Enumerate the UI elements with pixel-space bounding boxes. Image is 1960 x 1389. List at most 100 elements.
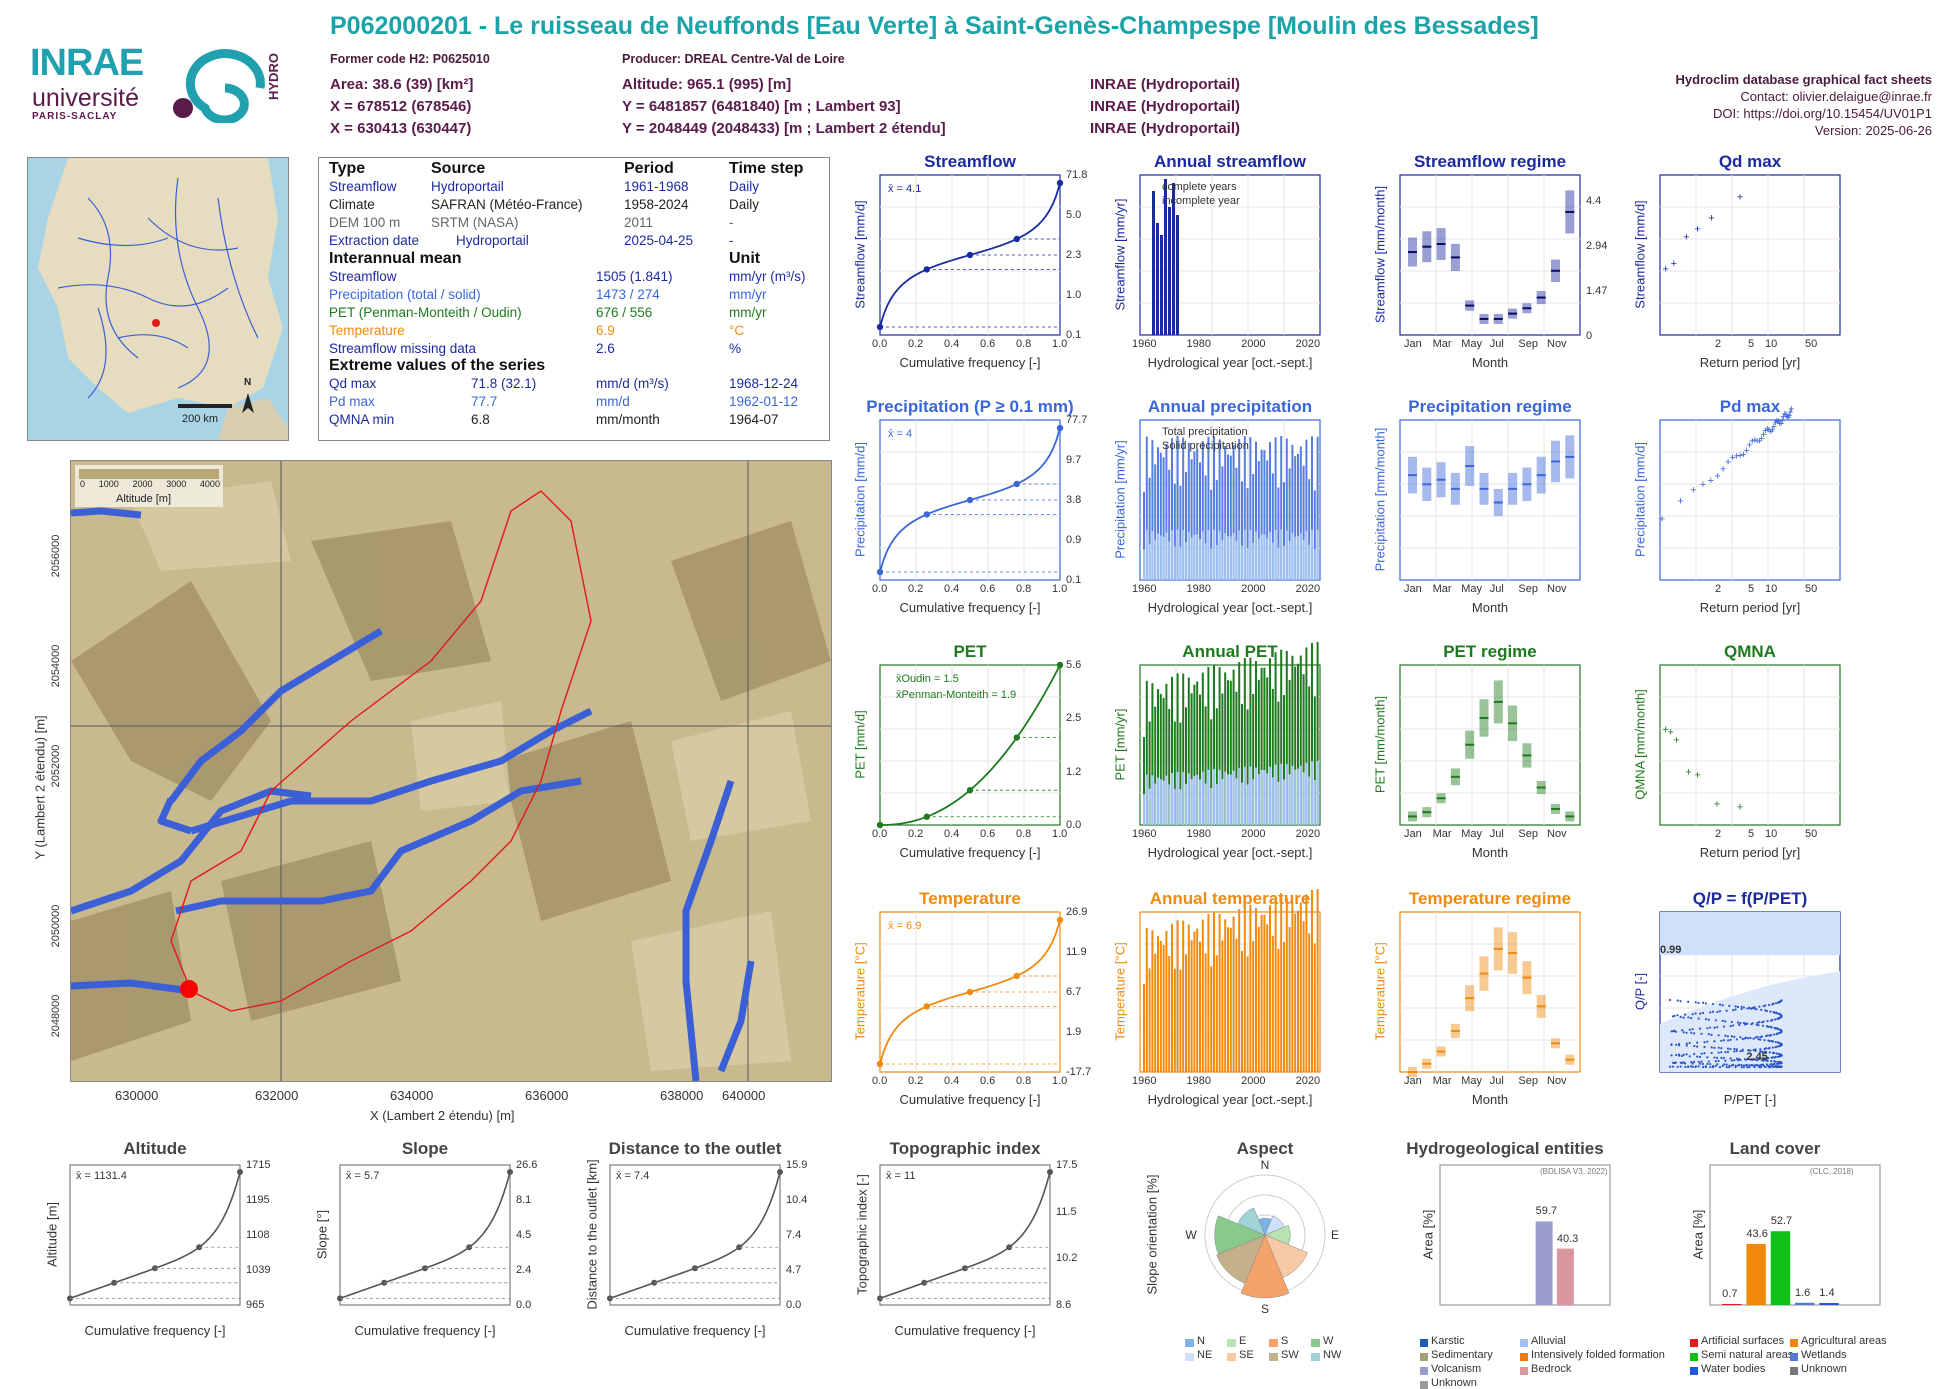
x-tick: Sep xyxy=(1518,338,1538,350)
legend-swatch xyxy=(1520,1339,1528,1347)
bar-secondary xyxy=(1266,773,1269,825)
altitude: Altitude: 965.1 (995) [m] xyxy=(622,76,792,93)
chart-title: Land cover xyxy=(1729,1139,1821,1158)
scatter-point xyxy=(1756,1064,1759,1067)
scatter-point: + xyxy=(1737,191,1743,203)
bar xyxy=(1152,191,1155,335)
bar-secondary xyxy=(1288,774,1291,825)
scatter-point xyxy=(1687,1065,1690,1069)
bar xyxy=(1145,436,1148,580)
bar-secondary xyxy=(1249,766,1252,825)
x-tick: 2 xyxy=(1715,583,1722,595)
legend-entry: Agricultural areas xyxy=(1801,1335,1887,1347)
scatter-point xyxy=(1776,1055,1779,1058)
bar xyxy=(1179,969,1182,1072)
scatter-point xyxy=(1739,1050,1742,1053)
scatter-point xyxy=(1679,1015,1682,1019)
bar xyxy=(1243,436,1246,580)
scatter-point xyxy=(1709,1065,1712,1069)
aspect-wedge xyxy=(1214,1215,1266,1255)
bar xyxy=(1283,942,1285,1072)
scatter-point: + xyxy=(1766,425,1772,437)
bar-secondary xyxy=(1246,784,1249,825)
bar xyxy=(1241,481,1243,580)
bar-secondary xyxy=(1213,529,1215,580)
scatter-point xyxy=(1742,1021,1746,1025)
bar xyxy=(1313,696,1316,825)
scatter-point: + xyxy=(1746,440,1752,452)
bar-secondary xyxy=(1190,537,1193,580)
map-x-label: X (Lambert 2 étendu) [m] xyxy=(370,1108,515,1123)
scatter-point xyxy=(1739,1036,1742,1039)
x-tick: 5 xyxy=(1748,338,1755,350)
bar xyxy=(1288,468,1291,580)
scatter-point xyxy=(1696,1041,1699,1044)
scatter-point: + xyxy=(1771,421,1777,433)
legend-entry: N xyxy=(1197,1335,1205,1347)
scatter-point xyxy=(1748,1006,1751,1009)
scatter-point xyxy=(1707,1033,1710,1036)
row-type: Extraction date xyxy=(329,233,420,248)
bar-secondary xyxy=(1179,789,1182,825)
scatter-point xyxy=(1742,1006,1745,1009)
right-axis-label: 1715 xyxy=(246,1159,271,1171)
scatter-point xyxy=(1703,1045,1706,1049)
scatter-point: + xyxy=(1685,767,1691,779)
scatter-point: + xyxy=(1708,475,1714,487)
y-axis-label: Precipitation [mm/d] xyxy=(1632,442,1648,557)
quantile-point xyxy=(1056,661,1064,669)
scatter-point xyxy=(1710,1033,1713,1036)
bar xyxy=(1260,449,1263,580)
scatter-point: + xyxy=(1785,412,1791,424)
legend-entry: Volcanism xyxy=(1431,1363,1482,1375)
bar xyxy=(1210,489,1213,580)
x-tick: 0.0 xyxy=(872,828,888,840)
bar xyxy=(1168,469,1171,580)
bar xyxy=(1207,436,1210,580)
annotation: 2.45 xyxy=(1746,1051,1768,1064)
scatter-point xyxy=(1760,1035,1764,1038)
row-source: Hydroportail xyxy=(456,233,529,248)
scatter-point: + xyxy=(1690,485,1696,497)
source-note: (CLC, 2018) xyxy=(1810,1167,1854,1176)
bar-secondary xyxy=(1274,530,1277,580)
doi-link[interactable]: DOI: https://doi.org/10.15454/UV01P1 xyxy=(1713,106,1932,121)
data-label: 40.3 xyxy=(1556,1232,1579,1245)
scatter-point xyxy=(1685,1042,1688,1045)
scatter-point xyxy=(1732,1009,1735,1012)
x-tick: 0.4 xyxy=(944,828,960,840)
scatter-point xyxy=(1724,1059,1727,1062)
scatter-point xyxy=(1690,1031,1693,1034)
bar xyxy=(1280,436,1283,580)
extreme-value: 6.8 xyxy=(471,412,490,427)
quantile-point xyxy=(923,511,930,518)
bar xyxy=(1249,437,1252,580)
scatter-point xyxy=(1751,1022,1754,1025)
scatter-point xyxy=(1776,1060,1779,1063)
bar-secondary xyxy=(1224,771,1227,825)
scatter-point xyxy=(1747,1037,1750,1040)
x-tick: Jul xyxy=(1489,338,1504,350)
scatter-point xyxy=(1693,1032,1696,1035)
bar-secondary xyxy=(1283,779,1285,825)
scatter-point xyxy=(1780,1044,1783,1047)
chart-plot-22 xyxy=(1709,1164,1881,1306)
y-axis-label: PET [mm/d] xyxy=(852,710,868,779)
bar-secondary xyxy=(1302,539,1305,580)
scatter-point xyxy=(1774,1027,1777,1030)
right-axis-label: 1108 xyxy=(246,1229,270,1241)
extreme-date: 1962-01-12 xyxy=(729,394,799,409)
x-tick: 2000 xyxy=(1241,828,1266,840)
bar xyxy=(1299,902,1302,1072)
bar-secondary xyxy=(1263,534,1266,580)
bar-secondary xyxy=(1187,773,1190,825)
scatter-point xyxy=(1706,1056,1709,1059)
bar-secondary xyxy=(1313,779,1316,825)
chart-plot-0 xyxy=(876,174,1064,336)
bar xyxy=(1190,693,1193,825)
mean-label: Temperature xyxy=(329,323,405,338)
scatter-point xyxy=(1700,1060,1703,1063)
scatter-point xyxy=(1769,1025,1772,1028)
bar-secondary xyxy=(1199,538,1201,580)
scatter-point xyxy=(1688,1055,1691,1058)
